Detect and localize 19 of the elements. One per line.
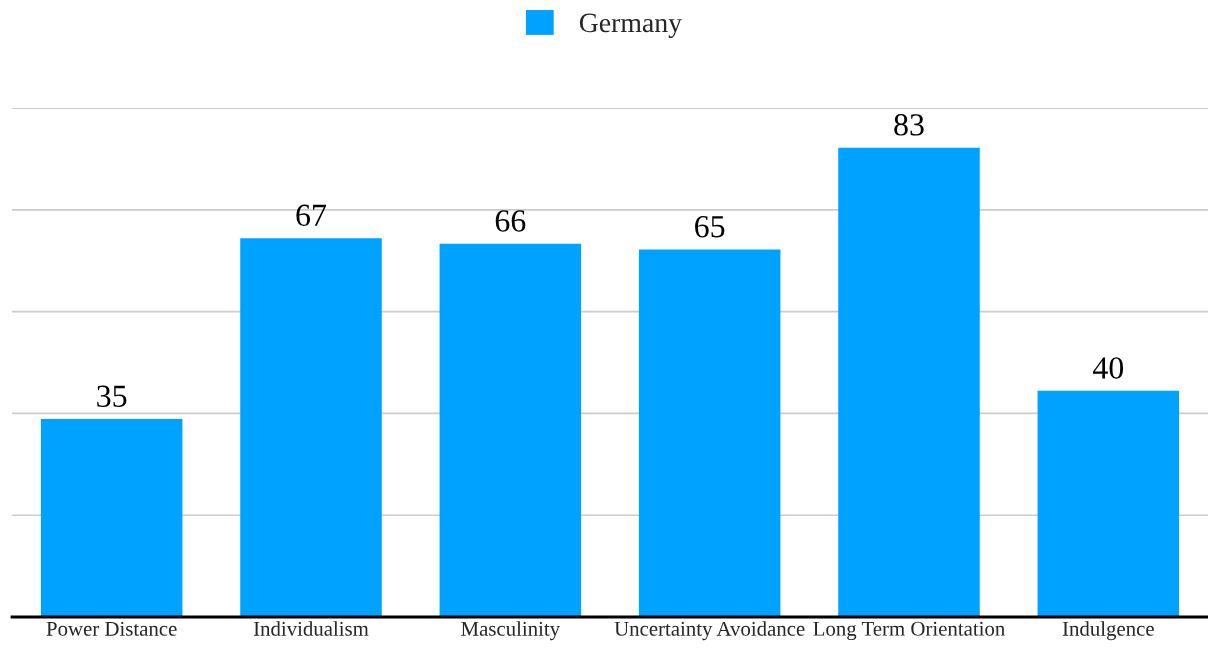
legend-label: Germany: [579, 13, 682, 38]
x-tick-label: Long Term Orientation: [813, 621, 1005, 641]
x-tick-label: Indulgence: [1062, 621, 1154, 641]
data-label: 83: [894, 114, 924, 136]
x-tick-label: Masculinity: [461, 621, 561, 641]
data-label: 66: [495, 210, 526, 232]
x-tick-label: Individualism: [253, 621, 369, 636]
x-tick-label: Uncertainty Avoidance: [614, 621, 805, 641]
bar: [240, 238, 382, 618]
data-label: 67: [296, 204, 327, 227]
data-label: 40: [1092, 357, 1124, 379]
bar: [439, 243, 582, 618]
data-label: 65: [695, 215, 725, 238]
bar: [40, 419, 183, 618]
bar: [638, 249, 781, 618]
x-tick-label: Power Distance: [46, 621, 177, 636]
bar: [838, 147, 980, 618]
data-label: 35: [97, 385, 127, 408]
bar: [1037, 390, 1180, 618]
